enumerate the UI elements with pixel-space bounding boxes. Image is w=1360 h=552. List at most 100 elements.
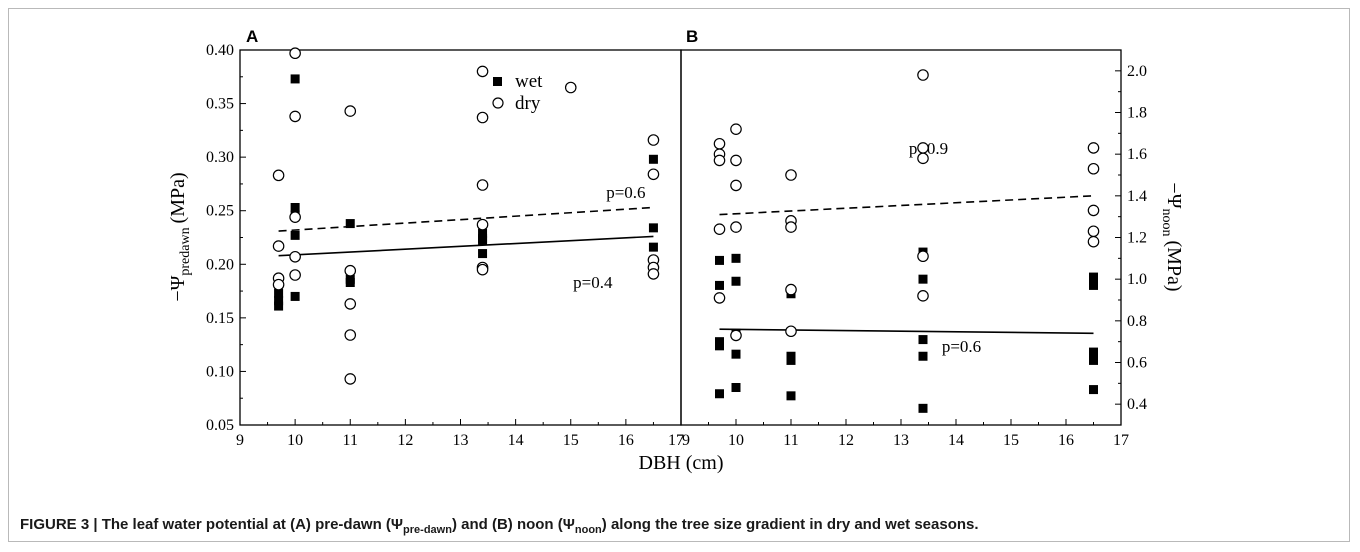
panel-a-dry-point: [272, 240, 285, 252]
caption-sub-noon: noon: [574, 524, 602, 536]
panel-b-wet-point: [786, 391, 796, 401]
panel-b-x-tick-label: 12: [838, 432, 854, 449]
panel-b-dry-point: [917, 152, 929, 165]
panel-a-wet-point: [290, 74, 300, 84]
panel-a-y-tick-label: 0.10: [206, 363, 234, 380]
panel-a-p-value-label-wet: p=0.4: [573, 273, 613, 292]
panel-b-p-value-label-wet: p=0.6: [942, 337, 981, 356]
panel-a-wet-point: [290, 203, 300, 212]
panel-b-dry-point: [713, 154, 726, 167]
panel-b-y-axis-unit: (MPa): [1163, 240, 1185, 291]
panel-a-x-tick-label: 16: [618, 432, 634, 449]
panel-a-dry-point: [344, 373, 357, 385]
panel-b-y-tick-label: 1.8: [1127, 105, 1147, 122]
panel-a-y-tick-label: 0.40: [206, 42, 234, 59]
panel-a-dry-point: [476, 218, 489, 231]
panel-a-dry-point: [476, 65, 489, 78]
panel-b-dry-point: [1087, 235, 1100, 248]
x-axis-title: DBH (cm): [639, 452, 724, 474]
panel-b-x-tick-label: 17: [1113, 432, 1129, 449]
panel-b-dry-point: [917, 250, 929, 263]
caption-prefix: FIGURE 3 | The leaf water potential at (…: [20, 516, 404, 533]
panel-b-wet-point: [715, 280, 724, 290]
panel-a-y-axis-unit: (MPa): [167, 172, 189, 223]
panel-a-axes: [239, 49, 682, 426]
panel-a-x-tick-label: 11: [343, 432, 358, 449]
panel-b-y-axis-title: −Ψnoon (MPa): [1159, 182, 1185, 291]
panel-a-dry-point: [289, 211, 301, 223]
panel-b-dry-point: [785, 325, 797, 338]
panel-b-wet-point: [715, 255, 724, 265]
panel-b-dry-point: [730, 154, 742, 167]
panel-b-y-tick-label: 0.8: [1127, 313, 1147, 330]
panel-a-wet-point: [274, 288, 284, 298]
panel-a-y-tick-label: 0.20: [206, 256, 234, 273]
legend-dry-label: dry: [515, 93, 541, 114]
panel-a-y-tick-label: 0.15: [206, 310, 234, 327]
panel-a-dry-point: [272, 278, 285, 291]
panel-b-wet-point: [731, 349, 741, 359]
panel-a-dry-point: [289, 250, 301, 263]
panel-b-dry-point: [1087, 162, 1100, 175]
panel-b-x-tick-label: 10: [728, 432, 744, 449]
panel-a-y-tick-label: 0.30: [206, 149, 234, 166]
panel-a-x-tick-label: 17: [668, 432, 684, 449]
panel-a-x-tick-label: 15: [563, 432, 579, 449]
panel-b-dry-point: [917, 69, 929, 81]
panel-a-x-tick-label: 12: [397, 432, 413, 449]
panel-b-wet-point: [1089, 385, 1098, 395]
panel-a-y-tick-label: 0.35: [206, 96, 234, 113]
panel-b-dry-point: [713, 137, 726, 150]
figure-caption: FIGURE 3 | The leaf water potential at (…: [20, 516, 979, 536]
panel-b-x-tick-label: 11: [783, 432, 798, 449]
panel-b-dry-point: [917, 142, 929, 154]
panel-a-dry-point: [289, 269, 301, 281]
panel-a-wet-point: [290, 230, 300, 240]
panel-b-wet-point: [731, 383, 741, 392]
legend-dry-marker: [492, 97, 504, 109]
panel-b-y-tick-label: 2.0: [1127, 63, 1147, 80]
panel-b-dry-point: [785, 283, 797, 296]
panel-a-dry-point: [564, 81, 577, 94]
figure-frame: [8, 8, 1350, 542]
panel-a-dry-point: [289, 110, 301, 123]
panel-b-y-tick-label: 1.6: [1127, 146, 1147, 163]
panel-a-dry-point: [476, 179, 489, 191]
panel-b-wet-point: [715, 389, 724, 399]
panel-b-dry-point: [730, 123, 742, 135]
panel-b-y-tick-label: 0.4: [1127, 396, 1147, 413]
legend-wet-label: wet: [515, 71, 543, 92]
caption-mid: ) and (B) noon (Ψ: [451, 516, 575, 533]
panel-a-y-tick-label: 0.05: [206, 417, 234, 434]
panel-b-dry-point: [730, 221, 742, 233]
panel-b-x-tick-label: 9: [682, 432, 690, 449]
panel-b-y-tick-label: 0.6: [1127, 355, 1147, 372]
panel-b-y-axis-subscript: noon: [1159, 208, 1174, 236]
panel-a-fit-line-wet: [278, 235, 654, 257]
panel-b-dry-point: [1087, 204, 1100, 217]
panel-b-wet-point: [786, 355, 796, 365]
panel-a-wet-point: [345, 219, 355, 229]
panel-b-wet-point: [918, 335, 928, 345]
panel-b-x-tick-label: 13: [893, 432, 909, 449]
panel-b-dry-point: [785, 221, 797, 233]
panel-b-fit-line-dry: [719, 195, 1094, 216]
panel-b-dry-point: [713, 223, 726, 235]
panel-a-dry-point: [476, 111, 489, 124]
panel-a-wet-point: [274, 296, 284, 306]
caption-suffix: ) along the tree size gradient in dry an…: [601, 516, 979, 533]
panel-b-x-tick-label: 16: [1058, 432, 1074, 449]
panel-b-wet-point: [731, 253, 741, 263]
panel-a-wet-point: [478, 236, 488, 246]
panel-b-dry-point: [713, 292, 726, 304]
panel-a-wet-point: [648, 223, 658, 233]
panel-a-dry-point: [344, 105, 357, 117]
panel-b-y-tick-label: 1.2: [1127, 230, 1147, 247]
panel-b-y-tick-label: 1.0: [1127, 271, 1147, 288]
legend: wet dry: [492, 71, 543, 114]
panel-b-y-axis-symbol: −Ψ: [1163, 182, 1185, 208]
panel-a-dry-point: [476, 263, 489, 276]
panel-a-wet-point: [648, 242, 658, 252]
panel-a-dry-point: [647, 268, 660, 280]
